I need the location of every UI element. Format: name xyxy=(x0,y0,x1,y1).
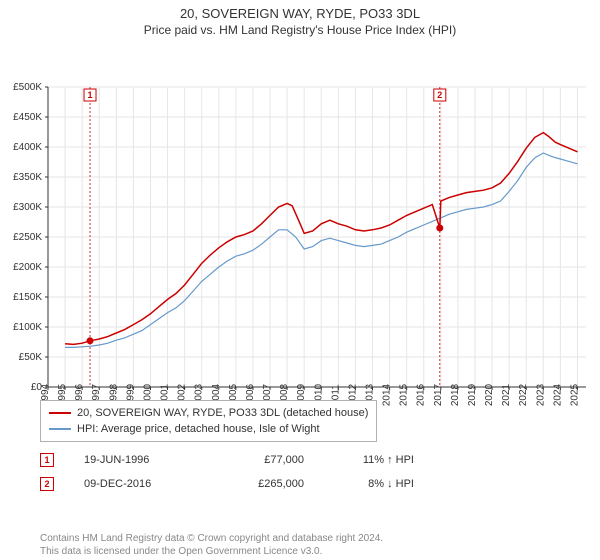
legend-item: 20, SOVEREIGN WAY, RYDE, PO33 3DL (detac… xyxy=(49,405,368,421)
y-tick-label: £450K xyxy=(13,112,42,123)
legend-swatch xyxy=(49,412,71,414)
legend-swatch xyxy=(49,428,71,430)
price-chart: £0£50K£100K£150K£200K£250K£300K£350K£400… xyxy=(0,37,600,435)
legend-label: HPI: Average price, detached house, Isle… xyxy=(77,423,320,435)
sale-marker-dot xyxy=(87,337,94,344)
sale-events-table: 1 19-JUN-1996 £77,000 11% ↑ HPI 2 09-DEC-2016… xyxy=(40,448,560,496)
sale-event-row: 1 19-JUN-1996 £77,000 11% ↑ HPI xyxy=(40,448,560,472)
copyright-line2: This data is licensed under the Open Gov… xyxy=(40,546,322,557)
chart-subtitle: Price paid vs. HM Land Registry's House … xyxy=(0,23,600,37)
sale-event-row: 2 09-DEC-2016 £265,000 8% ↓ HPI xyxy=(40,472,560,496)
sale-event-price: £77,000 xyxy=(224,454,304,466)
sale-event-date: 09-DEC-2016 xyxy=(84,478,194,490)
sale-event-delta: 11% ↑ HPI xyxy=(334,454,414,466)
copyright-notice: Contains HM Land Registry data © Crown c… xyxy=(40,532,560,558)
legend-item: HPI: Average price, detached house, Isle… xyxy=(49,421,368,437)
y-tick-label: £200K xyxy=(13,262,42,273)
y-tick-label: £350K xyxy=(13,172,42,183)
chart-title: 20, SOVEREIGN WAY, RYDE, PO33 3DL xyxy=(0,0,600,21)
sale-event-marker: 1 xyxy=(40,453,54,467)
sale-marker-dot xyxy=(436,225,443,232)
y-tick-label: £50K xyxy=(19,352,43,363)
legend: 20, SOVEREIGN WAY, RYDE, PO33 3DL (detac… xyxy=(40,400,377,442)
y-tick-label: £250K xyxy=(13,232,42,243)
sale-event-marker: 2 xyxy=(40,477,54,491)
legend-label: 20, SOVEREIGN WAY, RYDE, PO33 3DL (detac… xyxy=(77,407,368,419)
copyright-line1: Contains HM Land Registry data © Crown c… xyxy=(40,533,383,544)
sale-callout-label: 2 xyxy=(437,90,442,100)
y-tick-label: £100K xyxy=(13,322,42,333)
sale-event-delta: 8% ↓ HPI xyxy=(334,478,414,490)
sale-callout-label: 1 xyxy=(88,90,93,100)
sale-event-price: £265,000 xyxy=(224,478,304,490)
y-tick-label: £300K xyxy=(13,202,42,213)
y-tick-label: £150K xyxy=(13,292,42,303)
y-tick-label: £500K xyxy=(13,82,42,93)
sale-event-date: 19-JUN-1996 xyxy=(84,454,194,466)
y-tick-label: £400K xyxy=(13,142,42,153)
